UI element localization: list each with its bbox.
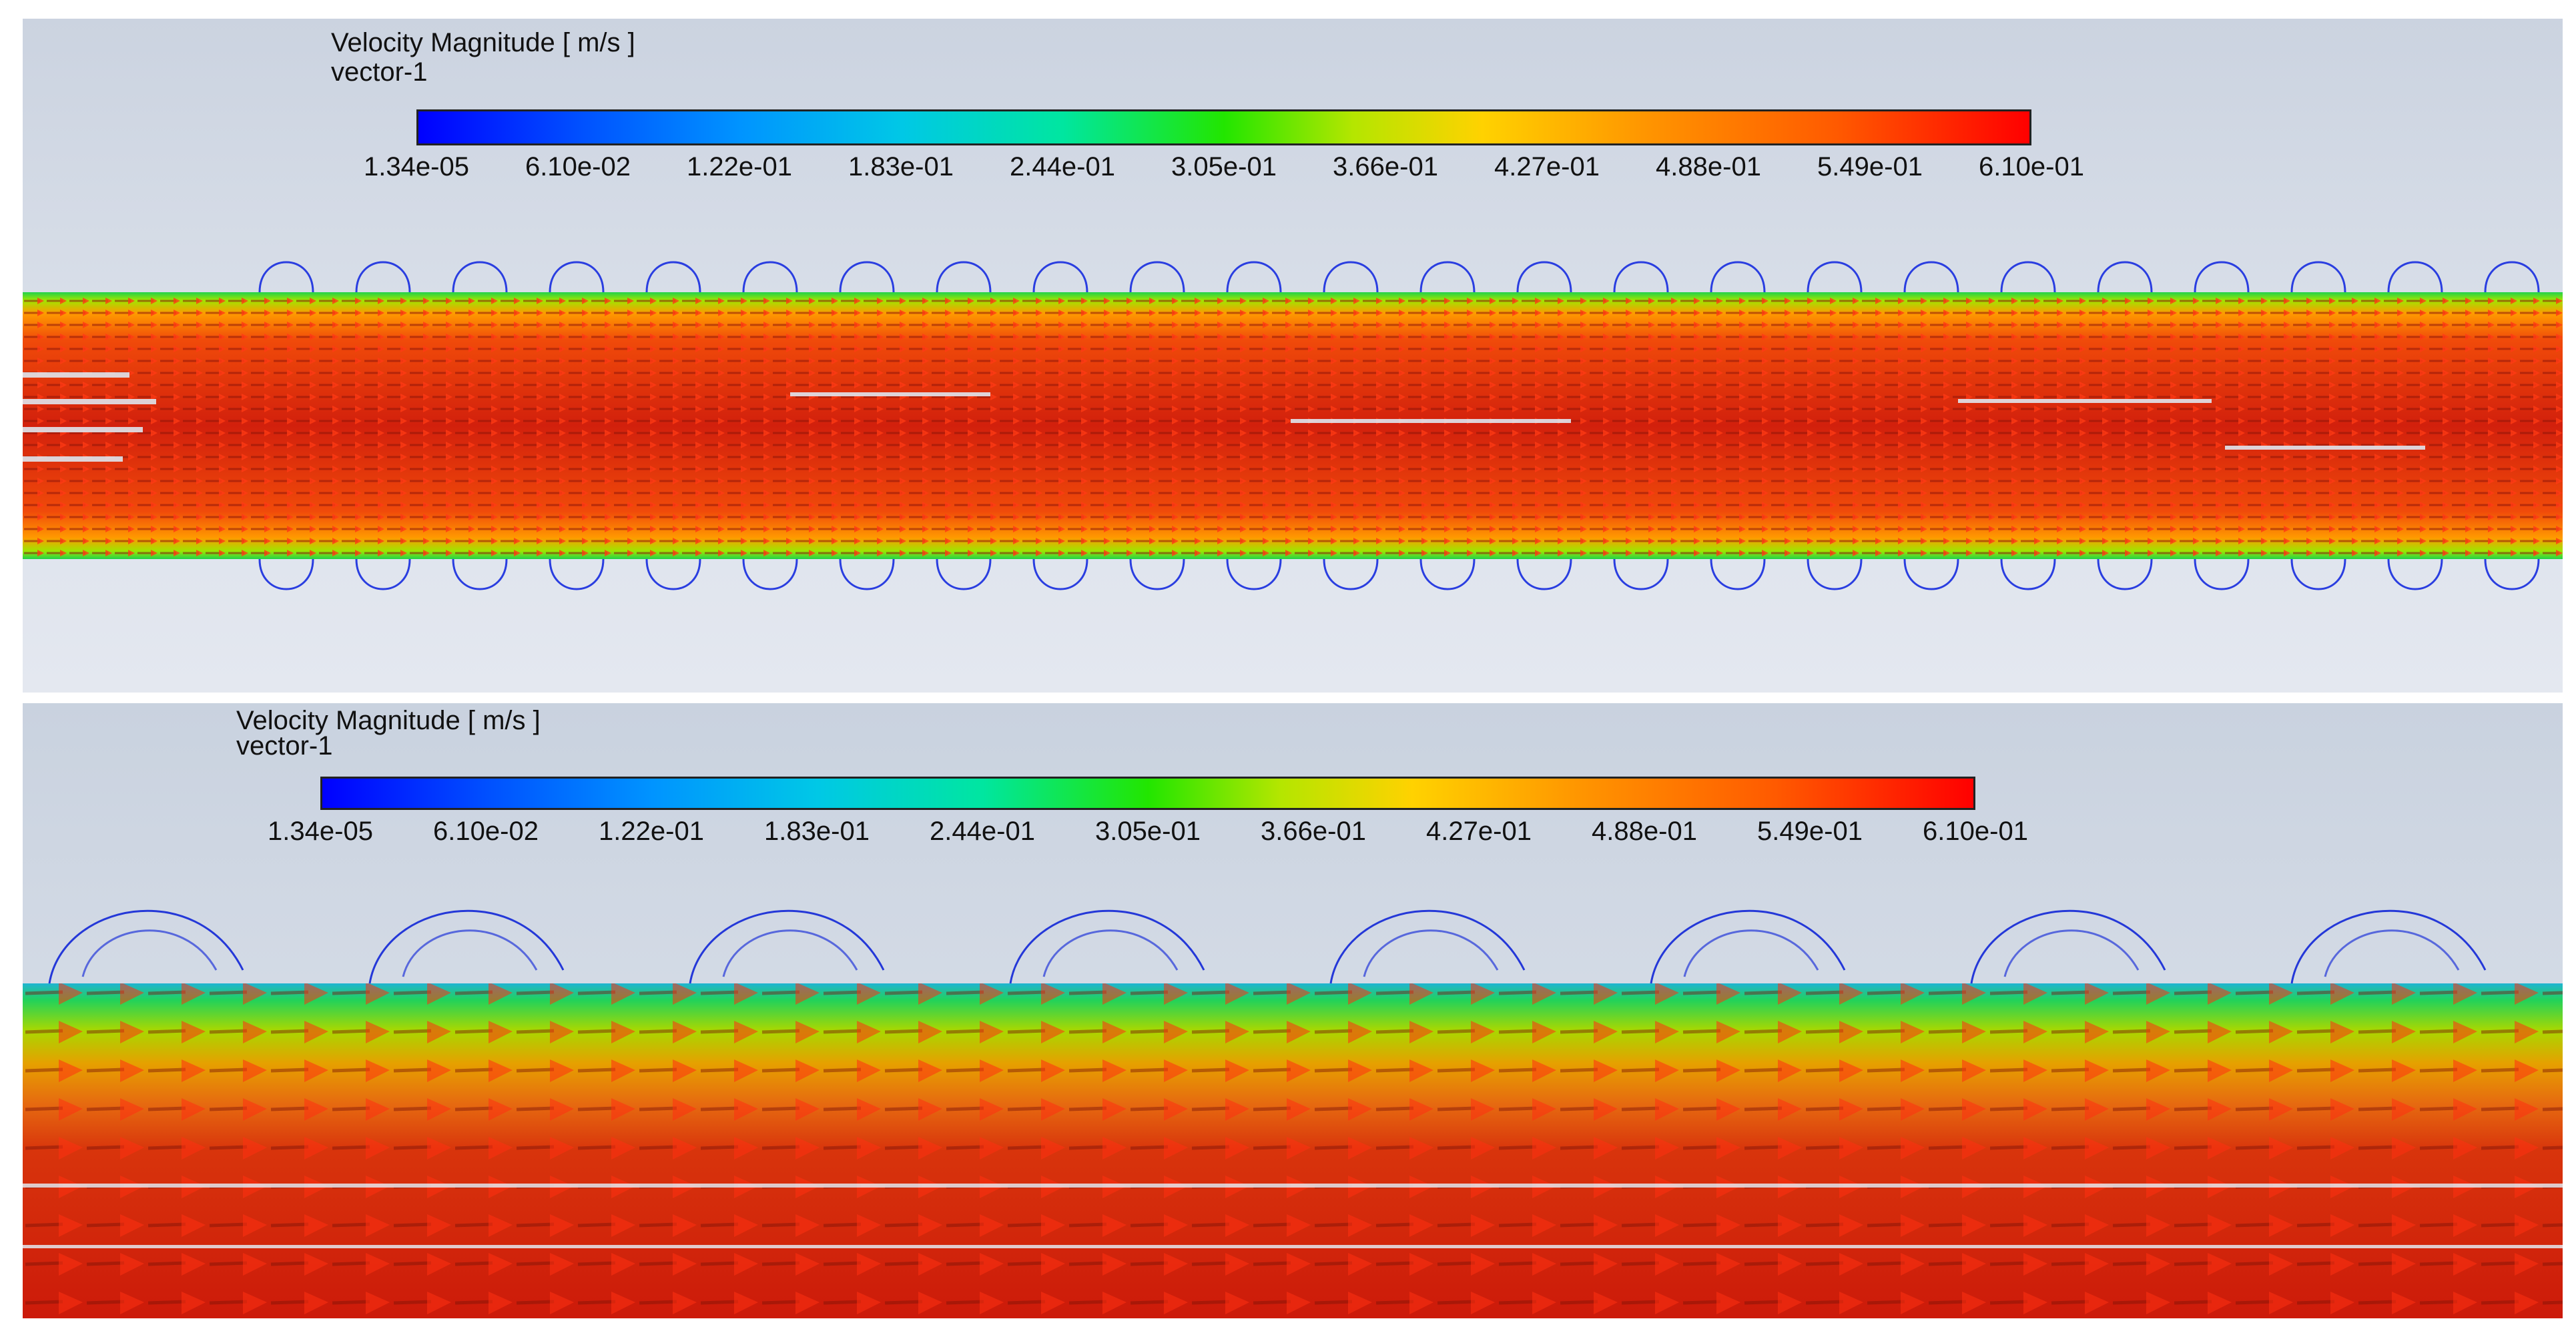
- bottom-tick-label: 5.49e-01: [1757, 817, 1863, 846]
- top-panel: Velocity Magnitude [ m/s ] vector-1 1.34…: [23, 19, 2563, 693]
- bottom-tick-label: 1.83e-01: [764, 817, 870, 846]
- top-tick-label: 4.27e-01: [1494, 152, 1600, 181]
- bottom-tick-label: 1.22e-01: [599, 817, 704, 846]
- bottom-legend-title: Velocity Magnitude [ m/s ]: [236, 706, 541, 735]
- bottom-colorbar: [320, 777, 1975, 810]
- bottom-tick-label: 3.66e-01: [1261, 817, 1366, 846]
- top-tick-label: 3.66e-01: [1333, 152, 1438, 181]
- top-tick-label: 6.10e-02: [525, 152, 631, 181]
- bottom-tick-label: 6.10e-01: [1923, 817, 2028, 846]
- bottom-tick-label: 4.88e-01: [1592, 817, 1697, 846]
- top-tick-label: 6.10e-01: [1979, 152, 2084, 181]
- bottom-vector-field: [23, 909, 2563, 1318]
- top-tick-label: 1.34e-05: [364, 152, 469, 181]
- bottom-tick-label: 1.34e-05: [268, 817, 373, 846]
- bottom-tick-label: 6.10e-02: [433, 817, 539, 846]
- top-tick-label: 3.05e-01: [1171, 152, 1277, 181]
- top-vector-field: [23, 261, 2563, 590]
- top-tick-label: 5.49e-01: [1817, 152, 1923, 181]
- bottom-legend-subtitle: vector-1: [236, 731, 333, 761]
- top-tick-label: 4.88e-01: [1656, 152, 1761, 181]
- bottom-panel: Velocity Magnitude [ m/s ] vector-1 1.34…: [23, 703, 2563, 1318]
- bottom-tick-label: 2.44e-01: [930, 817, 1035, 846]
- top-legend-title: Velocity Magnitude [ m/s ]: [331, 28, 635, 57]
- bottom-tick-label: 4.27e-01: [1426, 817, 1532, 846]
- top-legend-subtitle: vector-1: [331, 57, 428, 87]
- bottom-tick-label: 3.05e-01: [1095, 817, 1201, 846]
- top-colorbar: [416, 109, 2031, 145]
- top-tick-label: 1.83e-01: [848, 152, 954, 181]
- top-tick-label: 2.44e-01: [1010, 152, 1115, 181]
- top-tick-label: 1.22e-01: [687, 152, 792, 181]
